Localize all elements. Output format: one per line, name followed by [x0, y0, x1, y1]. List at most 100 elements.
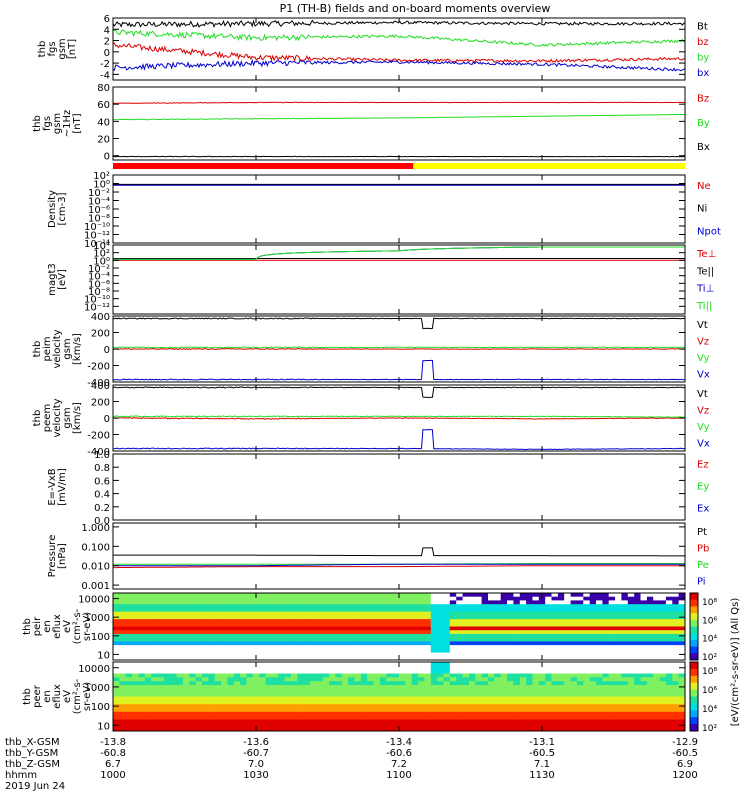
- spectrogram-cell: [634, 688, 642, 694]
- spectrogram-cell: [144, 619, 152, 624]
- spectrogram-cell: [456, 593, 464, 598]
- spectrogram-cell: [176, 688, 184, 694]
- spectrogram-cell: [341, 727, 349, 731]
- panel-temp: 10⁴10²10⁰10⁻²10⁻⁴10⁻⁶10⁻⁸10⁻¹⁰10⁻¹²magt3…: [47, 241, 716, 315]
- spectrogram-cell: [233, 723, 241, 728]
- spectrogram-cell: [526, 645, 534, 650]
- spectrogram-cell: [596, 727, 603, 731]
- y-tick-label: 10000: [78, 595, 110, 606]
- spectrogram-cell: [113, 630, 120, 635]
- spectrogram-cell: [246, 633, 254, 639]
- spectrogram-cell: [265, 622, 273, 628]
- spectrogram-cell: [113, 619, 120, 624]
- spectrogram-cell: [163, 685, 171, 690]
- y-tick-label: 200: [91, 329, 110, 340]
- spectrogram-cell: [138, 619, 146, 624]
- spectrogram-cell: [392, 637, 400, 642]
- spectrogram-cell: [672, 637, 680, 642]
- spectrogram-cell: [462, 673, 470, 678]
- spectrogram-cell: [163, 607, 171, 613]
- spectrogram-cell: [532, 711, 540, 717]
- spectrogram-cell: [532, 604, 540, 609]
- spectrogram-cell: [615, 665, 623, 671]
- spectrogram-cell: [596, 715, 603, 721]
- spectrogram-cell: [507, 633, 514, 639]
- spectrogram-cell: [392, 600, 400, 605]
- spectrogram-cell: [678, 593, 685, 598]
- spectrogram-cell: [144, 711, 152, 717]
- spectrogram-cell: [132, 673, 140, 678]
- spectrogram-cell: [411, 648, 419, 654]
- spectrogram-cell: [449, 611, 457, 616]
- spectrogram-cell: [284, 615, 292, 620]
- spectrogram-cell: [322, 696, 330, 701]
- spectrogram-cell: [430, 704, 438, 709]
- spectrogram-cell: [678, 637, 685, 642]
- y-axis-label: ~1Hz: [62, 110, 73, 138]
- spectrogram-cell: [430, 626, 438, 631]
- spectrogram-cell: [488, 626, 495, 631]
- spectrogram-cell: [163, 645, 171, 650]
- spectrogram-cell: [665, 626, 673, 631]
- spectrogram-cell: [176, 626, 184, 631]
- spectrogram-cell: [278, 611, 286, 616]
- spectrogram-cell: [189, 696, 197, 701]
- spectrogram-cell: [513, 692, 521, 698]
- spectrogram-cell: [621, 719, 629, 724]
- spectrogram-cell: [252, 633, 260, 639]
- spectrogram-cell: [564, 700, 572, 705]
- spectrogram-cell: [316, 681, 324, 686]
- spectrogram-cell: [379, 692, 387, 698]
- spectrogram-cell: [449, 719, 457, 724]
- spectrogram-cell: [665, 685, 673, 690]
- spectrogram-cell: [373, 652, 381, 657]
- spectrogram-cell: [405, 681, 413, 686]
- spectrogram-cell: [526, 637, 534, 642]
- spectrogram-cell: [462, 633, 470, 639]
- spectrogram-cell: [608, 622, 616, 628]
- spectrogram-cell: [202, 681, 209, 686]
- spectrogram-cell: [494, 652, 502, 657]
- spectrogram-cell: [214, 633, 222, 639]
- spectrogram-cell: [360, 630, 368, 635]
- spectrogram-cell: [195, 711, 203, 717]
- spectrogram-cell: [278, 688, 286, 694]
- spectrogram-cell: [329, 669, 337, 675]
- spectrogram-cell: [513, 708, 521, 713]
- spectrogram-cell: [119, 727, 127, 731]
- spectrogram-cell: [335, 688, 343, 694]
- spectrogram-cell: [411, 656, 419, 660]
- spectrogram-cell: [449, 673, 457, 678]
- spectrogram-cell: [284, 619, 292, 624]
- spectrogram-cell: [354, 688, 362, 694]
- spectrogram-cell: [500, 723, 508, 728]
- spectrogram-cell: [360, 692, 368, 698]
- spectrogram-cell: [208, 641, 216, 646]
- spectrogram-cell: [373, 637, 381, 642]
- spectrogram-cell: [513, 685, 521, 690]
- spectrogram-cell: [627, 704, 635, 709]
- spectrogram-cell: [564, 604, 572, 609]
- spectrogram-cell: [195, 673, 203, 678]
- spectrogram-cell: [570, 715, 578, 721]
- spectrogram-cell: [615, 637, 623, 642]
- spectrogram-cell: [297, 652, 305, 657]
- spectrogram-cell: [481, 633, 489, 639]
- spectrogram-cell: [653, 600, 661, 605]
- spectrogram-cell: [354, 619, 362, 624]
- spectrogram-cell: [577, 633, 584, 639]
- spectrogram-cell: [589, 696, 597, 701]
- spectrogram-cell: [430, 611, 438, 616]
- spectrogram-cell: [665, 611, 673, 616]
- spectrogram-cell: [430, 652, 438, 657]
- spectrogram-cell: [570, 611, 578, 616]
- spectrogram-cell: [602, 637, 610, 642]
- spectrogram-cell: [627, 611, 635, 616]
- legend-entry: Pe: [697, 560, 709, 571]
- spectrogram-cell: [170, 723, 178, 728]
- spectrogram-cell: [640, 692, 648, 698]
- spectrogram-cell: [240, 708, 248, 713]
- spectrogram-cell: [488, 622, 495, 628]
- spectrogram-cell: [608, 669, 616, 675]
- spectrogram-cell: [233, 604, 241, 609]
